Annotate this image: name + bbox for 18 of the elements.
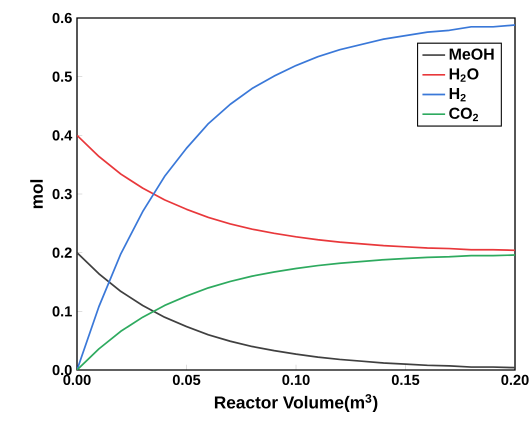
y-tick-label: 0.6 — [52, 12, 72, 24]
legend-label: MeOH — [450, 48, 494, 60]
y-tick-label: 0.2 — [52, 248, 72, 258]
y-tick-label: 0.1 — [52, 306, 72, 317]
x-tick-label: 0.05 — [172, 374, 200, 386]
x-tick-label: 0.10 — [282, 374, 310, 386]
x-tick-label: 0.15 — [392, 374, 420, 386]
y-tick-label: 0.4 — [52, 130, 72, 141]
y-tick-label: 0.3 — [52, 188, 72, 200]
legend-label: H$_{2}$O — [450, 68, 478, 82]
x-tick-label: 0.00 — [63, 374, 91, 386]
x-axis-title: Reactor Volume(m$^{3}$) — [214, 394, 378, 412]
legend-label: CO$_{2}$ — [449, 108, 478, 122]
y-tick-label: 0.0 — [52, 364, 72, 376]
x-tick-label: 0.20 — [501, 374, 529, 386]
y-tick-label: 0.5 — [52, 72, 72, 82]
y-axis-title: mol — [30, 180, 43, 208]
legend-label: H$_{2}$ — [450, 88, 466, 102]
